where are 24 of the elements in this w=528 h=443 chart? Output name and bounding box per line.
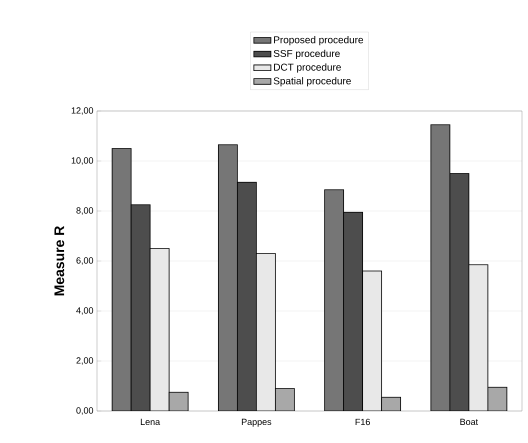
x-tick-label: Pappes — [242, 418, 272, 427]
bar — [237, 182, 256, 411]
y-tick-label: 12,00 — [72, 107, 94, 115]
y-tick-label: 0,00 — [76, 407, 94, 415]
bar — [487, 386, 508, 411]
bar — [275, 388, 294, 411]
legend-label: SSF procedure — [274, 50, 340, 59]
bar — [168, 392, 189, 411]
legend-label: Spatial procedure — [274, 77, 351, 86]
legend-label: Proposed procedure — [274, 36, 364, 46]
bar — [382, 397, 401, 411]
bar — [449, 173, 470, 411]
y-tick-label: 2,00 — [76, 357, 94, 365]
y-tick-label: 8,00 — [76, 207, 94, 215]
y-axis-title: Measure R — [54, 226, 64, 296]
legend-label: DCT procedure — [274, 63, 341, 73]
x-tick-label: Lena — [140, 418, 160, 426]
bar — [343, 212, 364, 411]
y-tick-label: 6,00 — [76, 257, 94, 265]
x-tick-label: Boat — [460, 418, 478, 426]
x-tick-label: F16 — [356, 418, 370, 426]
y-tick-label: 4,00 — [76, 307, 94, 315]
y-tick-label: 10,00 — [72, 157, 94, 165]
bar — [130, 204, 151, 411]
